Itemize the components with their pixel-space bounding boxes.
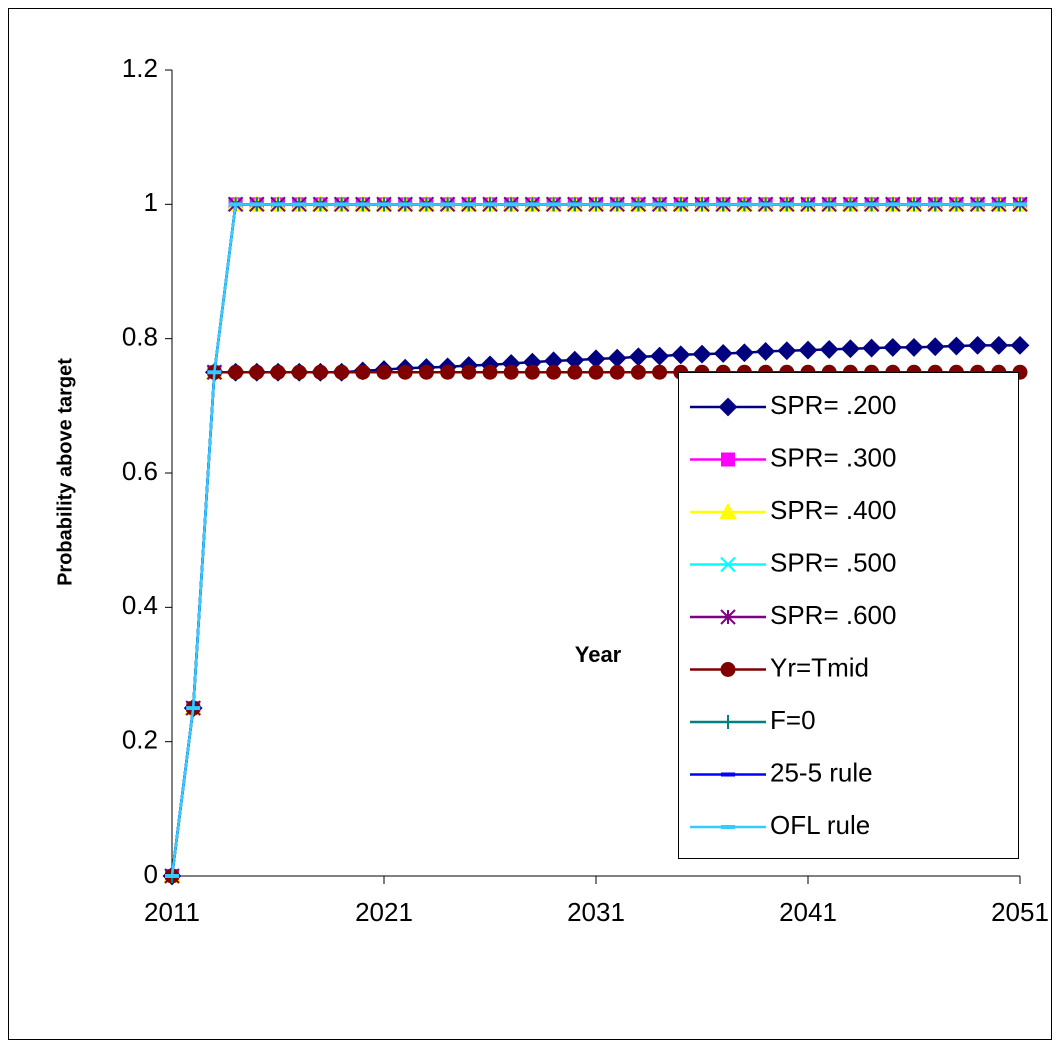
marker [652, 364, 668, 380]
x-tick-label: 2021 [355, 897, 413, 927]
marker [440, 364, 456, 380]
marker [567, 364, 583, 380]
marker [671, 345, 691, 365]
legend-marker [719, 502, 737, 519]
y-tick-label: 0.2 [122, 725, 158, 755]
legend-marker [721, 715, 735, 729]
legend-label: SPR= .600 [770, 600, 896, 630]
legend-label: SPR= .400 [770, 495, 896, 525]
marker [883, 337, 903, 357]
legend-marker [721, 452, 735, 467]
legend-label: SPR= .500 [770, 547, 896, 577]
marker [355, 364, 371, 380]
marker [777, 341, 797, 361]
marker [650, 346, 670, 366]
legend-marker [720, 556, 736, 573]
legend-label: OFL rule [770, 810, 870, 840]
marker [968, 335, 988, 355]
marker [461, 364, 477, 380]
marker [249, 364, 265, 380]
legend-marker [718, 397, 738, 417]
y-tick-label: 0 [144, 859, 158, 889]
x-tick-label: 2051 [991, 897, 1049, 927]
legend-box [678, 372, 1019, 859]
x-axis-label: Year [575, 642, 622, 667]
marker [291, 364, 307, 380]
x-tick-label: 2011 [144, 897, 200, 927]
marker [482, 364, 498, 380]
y-tick-label: 1.2 [122, 53, 158, 83]
marker [756, 342, 776, 361]
legend-marker [720, 609, 736, 625]
legend: SPR= .200 SPR= .300 SPR= .400 SPR= .500 SPR=… [678, 372, 1019, 859]
legend-label: 25-5 rule [770, 757, 873, 787]
marker [270, 364, 286, 380]
legend-label: SPR= .200 [770, 390, 896, 420]
marker [734, 343, 754, 363]
x-tick-label: 2041 [779, 897, 837, 927]
y-tick-label: 1 [144, 187, 158, 217]
marker [418, 364, 434, 380]
marker [228, 364, 244, 380]
y-tick-label: 0.4 [122, 590, 158, 620]
y-tick-label: 0.6 [122, 456, 158, 486]
marker [925, 337, 945, 357]
y-axis-label: Probability above target [54, 358, 76, 586]
marker [862, 338, 882, 358]
legend-label: SPR= .300 [770, 442, 896, 472]
marker [334, 364, 350, 380]
x-tick-label: 2031 [567, 897, 625, 927]
marker [1010, 335, 1030, 355]
series [165, 202, 1027, 878]
marker [546, 364, 562, 380]
marker [713, 344, 733, 363]
marker [840, 339, 860, 359]
marker [312, 364, 328, 380]
marker [630, 364, 646, 380]
marker [397, 364, 413, 380]
legend-marker [720, 662, 736, 677]
marker [819, 339, 839, 359]
marker [904, 337, 924, 357]
y-tick-label: 0.8 [122, 322, 158, 352]
marker [524, 364, 540, 380]
marker [609, 364, 625, 380]
marker [946, 336, 966, 356]
marker [376, 364, 392, 380]
legend-label: F=0 [770, 705, 816, 735]
marker [989, 335, 1009, 355]
marker [588, 364, 604, 380]
marker [798, 340, 818, 360]
marker [692, 344, 712, 364]
marker [503, 364, 519, 380]
legend-label: Yr=Tmid [770, 652, 869, 682]
